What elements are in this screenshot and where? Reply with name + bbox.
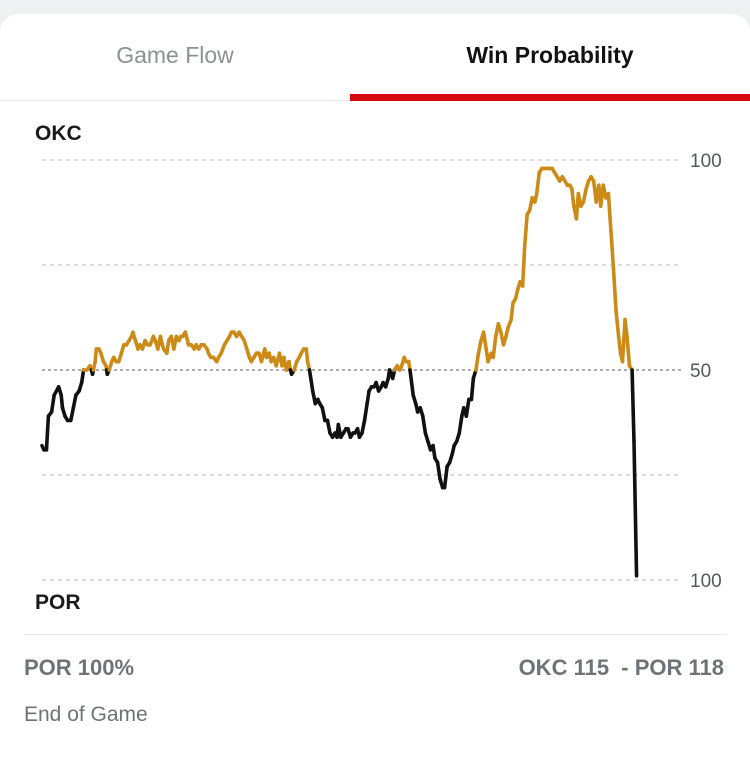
top-team-label: OKC (35, 122, 82, 145)
win-probability-segment (606, 191, 613, 234)
win-probability-segment (522, 212, 529, 250)
win-probability-segment (609, 229, 616, 271)
bottom-team-label: POR (35, 591, 81, 614)
win-probability-segment (420, 414, 428, 435)
win-probability-segment (481, 330, 488, 351)
win-probability-segment (581, 187, 588, 204)
win-probability-segment (457, 414, 464, 435)
win-probability-segment (69, 405, 76, 423)
game-status: End of Game (24, 703, 148, 726)
win-probability-segment (360, 418, 367, 435)
win-probability-segment (304, 347, 310, 364)
win-probability-chart: 100 50 100 (40, 151, 722, 592)
win-probability-segment (616, 334, 623, 355)
win-probability-value: POR 100% (24, 655, 135, 680)
win-probability-segment (49, 393, 56, 414)
win-probability-segment (469, 376, 476, 402)
win-probability-card: Game Flow Win Probability OKC 100 50 100 P… (0, 14, 750, 769)
win-probability-segment (362, 401, 369, 423)
win-probability-segment (625, 334, 632, 368)
win-probability-segment (44, 414, 51, 452)
win-probability-segment (79, 368, 86, 385)
win-probability-segment (611, 267, 618, 313)
win-probability-segment (520, 246, 527, 288)
win-probability-segment (435, 460, 442, 482)
win-probability-segment (320, 405, 327, 423)
footer-divider (24, 634, 726, 635)
win-probability-segment (623, 317, 629, 339)
win-probability-segment (534, 170, 542, 196)
win-probability-segment (630, 368, 636, 444)
win-probability-segment (464, 397, 471, 419)
win-probability-segment (476, 338, 483, 355)
win-probability-segment (474, 351, 481, 372)
win-probability-segment (165, 338, 171, 355)
win-probability-segment (59, 393, 65, 410)
win-probability-segment (307, 368, 315, 393)
win-probability-segment (491, 334, 498, 360)
final-score: OKC 115 - POR 118 (518, 655, 724, 680)
win-probability-segment (570, 187, 576, 209)
y-tick-label: 50 (690, 361, 711, 382)
active-tab-indicator (350, 94, 750, 101)
tab-bar: Game Flow Win Probability (0, 14, 750, 101)
win-probability-segment (71, 393, 78, 410)
win-probability-segment (183, 330, 191, 347)
y-tick-label: 100 (690, 151, 722, 172)
tab-game-flow[interactable]: Game Flow (116, 41, 234, 68)
win-probability-segment (93, 347, 99, 364)
win-probability-segment (408, 368, 416, 397)
y-tick-label: 100 (690, 571, 722, 592)
win-probability-segment (614, 309, 621, 339)
win-probability-segment (509, 301, 515, 322)
win-probability-segment (365, 389, 371, 406)
tab-win-probability[interactable]: Win Probability (466, 41, 634, 68)
win-probability-segment (632, 439, 639, 578)
win-probability-segment (431, 443, 437, 461)
win-probability-segment (325, 418, 332, 435)
win-probability-segment (442, 464, 449, 490)
